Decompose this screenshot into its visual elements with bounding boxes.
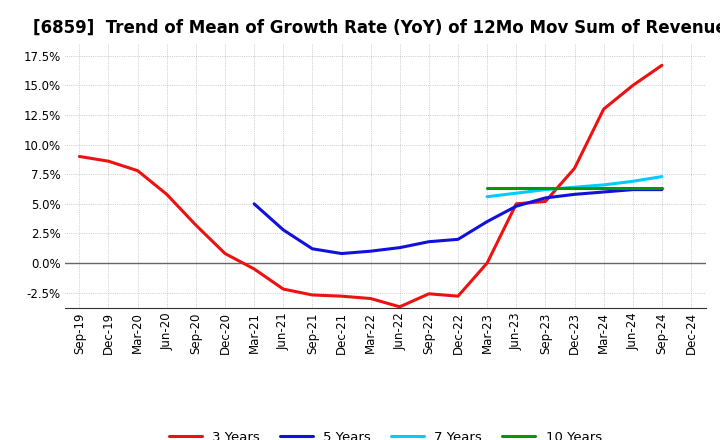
3 Years	[483, 260, 492, 266]
3 Years	[308, 292, 317, 297]
3 Years	[220, 251, 229, 256]
5 Years	[570, 192, 579, 197]
3 Years	[425, 291, 433, 297]
10 Years	[599, 186, 608, 191]
3 Years	[133, 168, 142, 173]
5 Years	[541, 195, 550, 201]
5 Years	[512, 204, 521, 209]
10 Years	[629, 186, 637, 191]
3 Years	[337, 293, 346, 299]
5 Years	[454, 237, 462, 242]
10 Years	[657, 186, 666, 191]
5 Years	[337, 251, 346, 256]
3 Years	[366, 296, 375, 301]
Line: 5 Years: 5 Years	[254, 190, 662, 253]
3 Years	[163, 192, 171, 197]
Title: [6859]  Trend of Mean of Growth Rate (YoY) of 12Mo Mov Sum of Revenues: [6859] Trend of Mean of Growth Rate (YoY…	[33, 19, 720, 37]
7 Years	[599, 182, 608, 187]
3 Years	[250, 266, 258, 271]
3 Years	[454, 293, 462, 299]
Legend: 3 Years, 5 Years, 7 Years, 10 Years: 3 Years, 5 Years, 7 Years, 10 Years	[163, 425, 607, 440]
3 Years	[75, 154, 84, 159]
5 Years	[366, 249, 375, 254]
Line: 3 Years: 3 Years	[79, 65, 662, 307]
10 Years	[512, 186, 521, 191]
3 Years	[512, 201, 521, 206]
3 Years	[629, 83, 637, 88]
3 Years	[192, 223, 200, 228]
5 Years	[250, 201, 258, 206]
5 Years	[279, 227, 287, 232]
5 Years	[657, 187, 666, 192]
7 Years	[541, 187, 550, 192]
5 Years	[395, 245, 404, 250]
3 Years	[541, 199, 550, 204]
5 Years	[308, 246, 317, 251]
3 Years	[657, 62, 666, 68]
5 Years	[629, 187, 637, 192]
Line: 7 Years: 7 Years	[487, 176, 662, 197]
5 Years	[483, 219, 492, 224]
3 Years	[570, 166, 579, 171]
3 Years	[395, 304, 404, 309]
7 Years	[629, 179, 637, 184]
5 Years	[425, 239, 433, 244]
7 Years	[570, 185, 579, 190]
3 Years	[104, 158, 113, 164]
7 Years	[512, 191, 521, 196]
3 Years	[599, 106, 608, 112]
10 Years	[541, 186, 550, 191]
5 Years	[599, 189, 608, 194]
3 Years	[279, 286, 287, 292]
10 Years	[483, 186, 492, 191]
7 Years	[657, 174, 666, 179]
10 Years	[570, 186, 579, 191]
7 Years	[483, 194, 492, 199]
